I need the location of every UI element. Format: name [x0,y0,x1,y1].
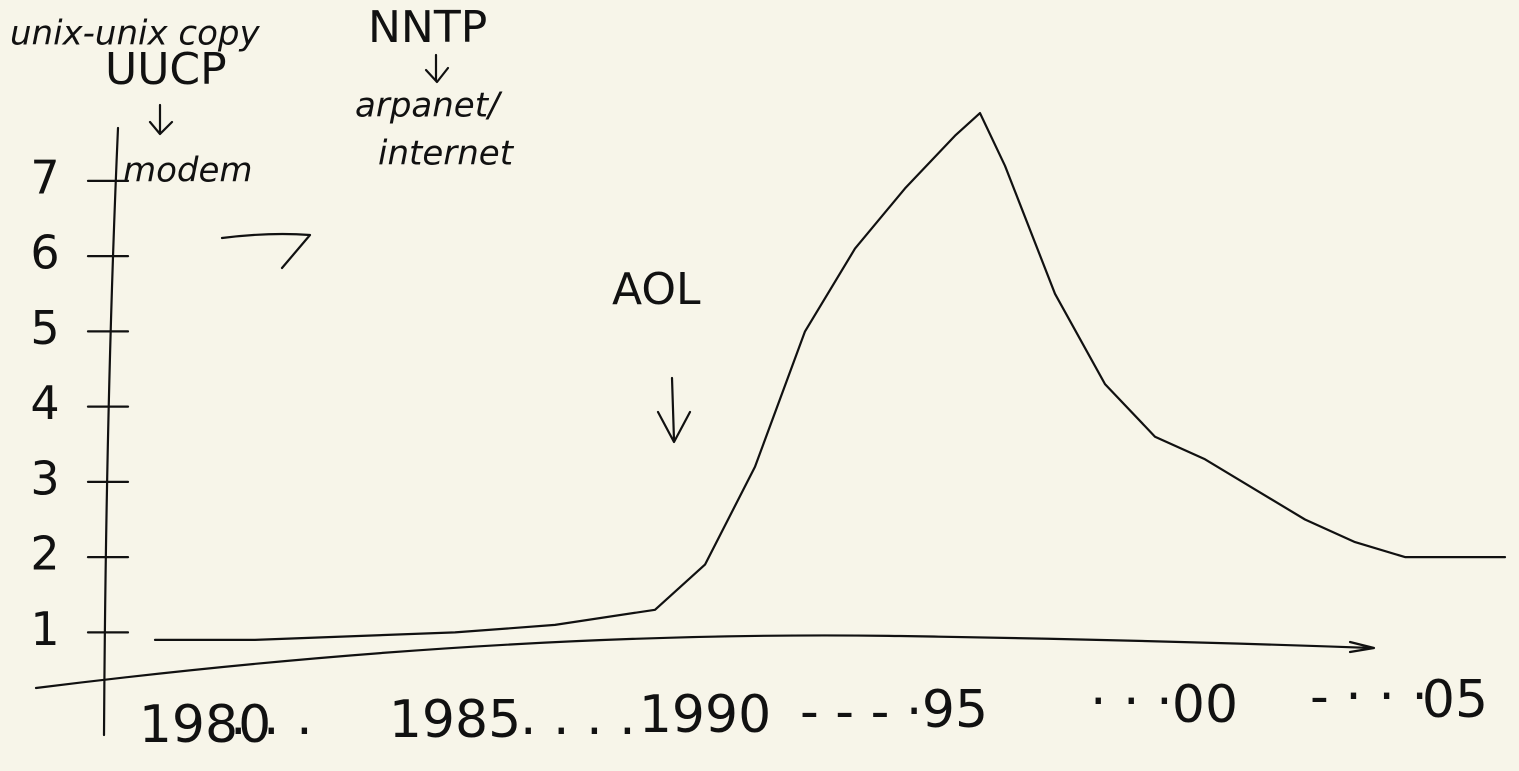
x-tick-label: 05 [1422,670,1488,730]
annotation: arpanet/ [355,86,503,126]
x-tick-label: 00 [1172,675,1238,735]
x-tick-label: 95 [922,680,988,740]
dots: - - - · [800,682,922,742]
x-tick-label: 1980 [139,695,271,755]
arrow [426,55,448,82]
annotation: internet [378,134,515,174]
y-tick-label: 5 [30,301,59,355]
x-tick-label: 1990 [639,685,771,745]
y-tick-label: 7 [30,150,59,204]
annotation: modem [123,151,253,191]
arrow [150,105,172,134]
dots: · · · · [520,702,636,762]
annotation: UUCP [105,44,227,95]
y-tick-label: 2 [30,527,59,581]
dots: · · · [1090,672,1173,732]
dots: - · · · [1310,667,1428,727]
line [155,113,1505,640]
y-tick-label: 3 [30,451,59,505]
annotation: NNTP [368,2,487,53]
chart: unix-unix copy UUCP modem NNTP arpanet/ … [0,0,1519,771]
y-tick-label: 6 [30,226,59,280]
arrow [222,234,310,268]
y-tick-label: 4 [30,376,59,430]
y-axis [104,128,118,735]
arrow [658,378,690,442]
x-tick-label: 1985 [389,690,521,750]
annotation: AOL [612,264,701,315]
y-tick-label: 1 [30,602,59,656]
